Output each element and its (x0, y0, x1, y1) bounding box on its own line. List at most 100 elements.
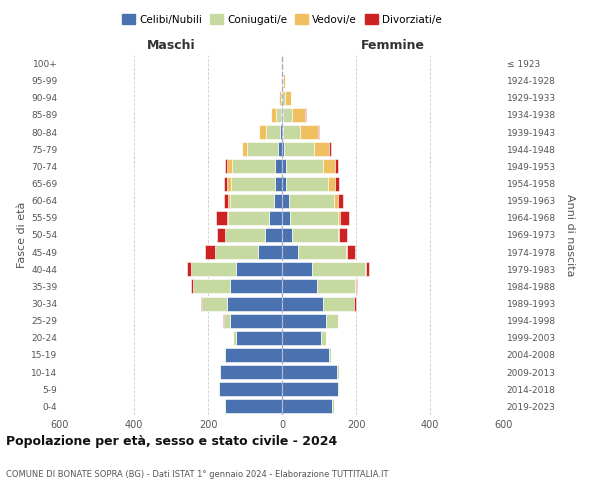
Bar (224, 160, 227, 173)
Y-axis label: Anni di nascita: Anni di nascita (565, 194, 575, 276)
Bar (335, 160, 337, 173)
Bar (284, 142, 314, 156)
Bar (247, 142, 278, 156)
Text: Popolazione per età, sesso e stato civile - 2024: Popolazione per età, sesso e stato civil… (6, 435, 337, 448)
Bar (275, 176, 282, 190)
Bar (229, 194, 230, 207)
Bar (340, 211, 349, 225)
Bar (365, 262, 370, 276)
Bar (227, 160, 232, 173)
Bar (337, 382, 340, 396)
Bar (283, 74, 284, 88)
Bar (224, 176, 227, 190)
Bar (278, 142, 282, 156)
Bar (224, 228, 226, 242)
Bar (233, 331, 236, 345)
Bar (282, 365, 337, 379)
Text: Femmine: Femmine (361, 38, 425, 52)
Bar (300, 125, 318, 139)
Bar (289, 194, 334, 207)
Bar (332, 400, 334, 413)
Bar (282, 262, 313, 276)
Text: COMUNE DI BONATE SOPRA (BG) - Dati ISTAT 1° gennaio 2024 - Elaborazione TUTTITAL: COMUNE DI BONATE SOPRA (BG) - Dati ISTAT… (6, 470, 389, 479)
Bar (329, 142, 331, 156)
Bar (217, 228, 224, 242)
Bar (277, 108, 281, 122)
Bar (337, 314, 338, 328)
Bar (223, 314, 224, 328)
Bar (224, 400, 282, 413)
Bar (347, 245, 355, 259)
Bar (274, 194, 282, 207)
Bar (219, 365, 220, 379)
Bar (337, 194, 343, 207)
Bar (281, 108, 282, 122)
Bar (298, 245, 346, 259)
Bar (355, 280, 356, 293)
Bar (282, 331, 321, 345)
Bar (292, 108, 305, 122)
Bar (335, 176, 339, 190)
Bar (226, 228, 265, 242)
Bar (224, 348, 282, 362)
Bar (346, 245, 347, 259)
Bar (219, 382, 282, 396)
Bar (283, 125, 300, 139)
Bar (224, 314, 230, 328)
Bar (218, 382, 219, 396)
Bar (191, 280, 193, 293)
Bar (230, 194, 274, 207)
Bar (271, 108, 277, 122)
Bar (282, 280, 317, 293)
Bar (280, 125, 282, 139)
Bar (259, 125, 266, 139)
Bar (215, 245, 258, 259)
Bar (356, 280, 358, 293)
Bar (328, 176, 335, 190)
Bar (282, 194, 289, 207)
Bar (282, 211, 290, 225)
Bar (282, 91, 285, 105)
Bar (282, 382, 337, 396)
Bar (323, 296, 354, 310)
Bar (282, 348, 329, 362)
Bar (281, 91, 282, 105)
Bar (236, 262, 282, 276)
Bar (334, 194, 337, 207)
Bar (282, 142, 284, 156)
Bar (202, 296, 227, 310)
Bar (317, 280, 355, 293)
Bar (275, 160, 282, 173)
Bar (286, 176, 328, 190)
Bar (337, 228, 340, 242)
Bar (282, 314, 326, 328)
Bar (292, 228, 337, 242)
Bar (265, 228, 282, 242)
Bar (321, 331, 326, 345)
Bar (227, 176, 231, 190)
Bar (187, 262, 191, 276)
Bar (227, 211, 269, 225)
Bar (337, 365, 338, 379)
Bar (191, 262, 236, 276)
Bar (224, 194, 229, 207)
Bar (282, 160, 286, 173)
Bar (216, 211, 227, 225)
Bar (340, 228, 347, 242)
Bar (266, 125, 280, 139)
Bar (282, 125, 283, 139)
Bar (205, 245, 215, 259)
Bar (231, 176, 275, 190)
Bar (323, 160, 335, 173)
Bar (313, 262, 365, 276)
Bar (200, 296, 202, 310)
Bar (258, 245, 282, 259)
Bar (282, 296, 323, 310)
Bar (282, 228, 292, 242)
Bar (354, 296, 356, 310)
Bar (227, 296, 282, 310)
Bar (283, 108, 292, 122)
Text: Maschi: Maschi (146, 38, 196, 52)
Bar (278, 91, 281, 105)
Bar (326, 314, 337, 328)
